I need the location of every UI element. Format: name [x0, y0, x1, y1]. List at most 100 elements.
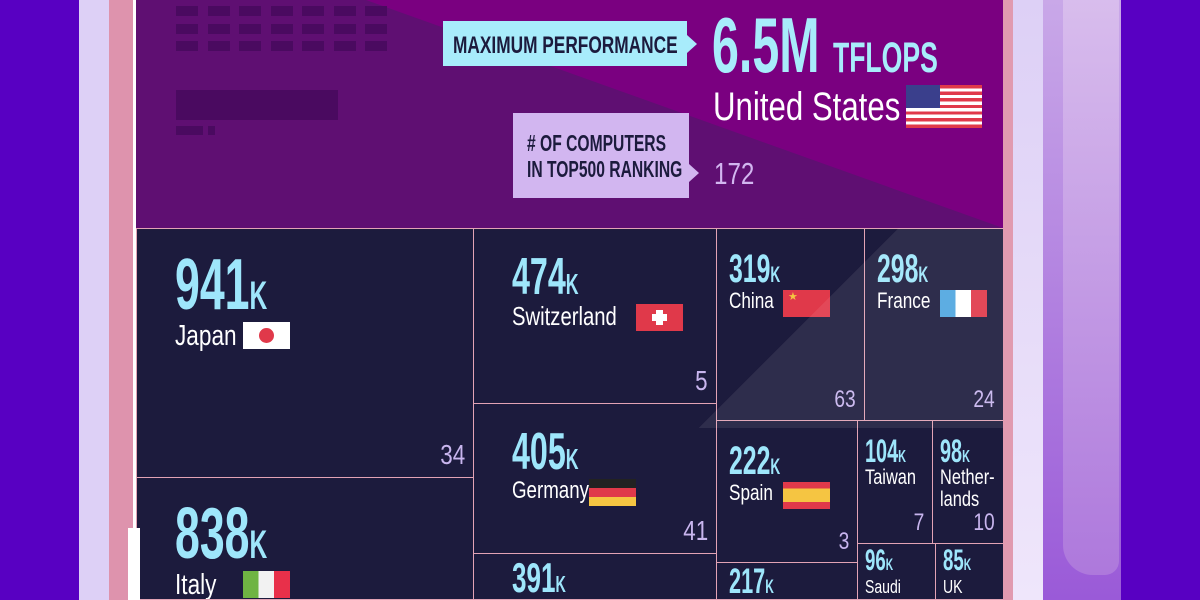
cell-value-number: 96: [865, 544, 886, 577]
flag-jp-icon: [243, 322, 290, 349]
cell-value-number: 391: [512, 554, 556, 600]
cell-country-name: Nether- lands: [940, 466, 995, 512]
ghost-block: [365, 6, 387, 16]
ghost-block: [302, 6, 324, 16]
cell-value-number: 298: [877, 247, 919, 291]
treemap: 941K Japan 34 838K Italy 474K Switzerland 5 405K…: [136, 228, 1003, 600]
cell-country-name: Italy: [175, 569, 217, 600]
label-pointer: [687, 35, 697, 53]
treemap-cell: 222K Spain 3: [716, 420, 858, 563]
cell-value-number: 405: [512, 423, 566, 481]
cell-value-unit: K: [918, 262, 929, 287]
cell-computer-count: 10: [973, 509, 995, 536]
cell-value-unit: K: [770, 454, 781, 479]
cell-country-name: Spain: [729, 480, 773, 505]
cell-value: 298K: [877, 249, 928, 289]
cell-computer-count: 34: [440, 439, 465, 470]
ghost-block: [333, 41, 356, 51]
ghost-block: [365, 23, 387, 34]
cell-value: 98K: [940, 435, 970, 467]
ghost-block: [333, 23, 356, 34]
cell-value-unit: K: [565, 269, 579, 301]
left-border-pink: [109, 0, 133, 600]
max-performance-text: MAXIMUM PERFORMANCE: [453, 32, 678, 59]
cell-computer-count: 7: [913, 509, 924, 536]
ghost-block: [270, 23, 293, 34]
cell-value: 104K: [865, 435, 906, 467]
cell-computer-count: 5: [695, 365, 708, 396]
ghost-block: [176, 23, 198, 34]
cell-value: 222K: [729, 441, 780, 481]
cell-value-number: 941: [175, 245, 250, 325]
flag-de-icon: [589, 479, 637, 506]
flag-fr-icon: [939, 290, 987, 317]
ghost-block: [333, 6, 356, 16]
cell-value: 391K: [512, 557, 566, 599]
ghost-block: [208, 126, 215, 135]
cell-computer-count: 41: [683, 515, 708, 546]
ghost-block: [207, 41, 230, 51]
treemap-cell: 98K Nether- lands 10: [932, 420, 1003, 544]
cell-value-number: 98: [940, 433, 963, 469]
treemap-cell: 217K: [716, 562, 858, 600]
cell-computer-count: 63: [834, 386, 856, 413]
ghost-block: [365, 41, 387, 51]
treemap-cell: 391K: [473, 553, 717, 600]
cell-country-name: Taiwan: [865, 466, 916, 489]
cell-value-number: 222: [729, 439, 771, 483]
cell-value-unit: K: [963, 556, 972, 574]
ghost-block: [270, 41, 293, 51]
white-accent-bar: [128, 528, 140, 600]
ghost-block: [239, 23, 261, 34]
cell-value: 405K: [512, 426, 579, 478]
cell-value-number: 838: [175, 494, 250, 574]
cell-value-unit: K: [898, 446, 906, 466]
computers-label-line-2: IN TOP500 RANKING: [527, 156, 683, 182]
computers-label-line-1: # OF COMPUTERS: [527, 130, 667, 156]
ghost-block: [176, 6, 198, 16]
cell-value: 941K: [175, 249, 267, 321]
ghost-block: [176, 126, 203, 135]
flag-es-icon: [783, 482, 830, 509]
ghost-block: [176, 41, 198, 51]
cell-value-unit: K: [249, 274, 268, 318]
flag-ch-icon: [636, 304, 684, 331]
ghost-block: [207, 6, 230, 16]
cell-computer-count: 3: [838, 528, 849, 555]
top-panel-united-states: MAXIMUM PERFORMANCE 6.5M TFLOPS United S…: [136, 0, 1003, 228]
cell-value-unit: K: [565, 444, 579, 476]
ghost-block: [302, 23, 324, 34]
flag-us-icon: [906, 85, 982, 128]
flag-it-icon: [243, 571, 290, 598]
us-value-number: 6.5M: [712, 1, 820, 89]
right-decoration: [1063, 0, 1119, 575]
treemap-cell: 96K Saudi: [857, 543, 936, 600]
cell-country-name: Japan: [175, 320, 237, 352]
cell-country-name: Germany: [512, 477, 589, 504]
ghost-block: [239, 41, 261, 51]
us-country-name: United States: [713, 85, 901, 129]
ghost-block: [270, 6, 293, 16]
treemap-cell: 104K Taiwan 7: [857, 420, 933, 544]
left-border-white: [133, 0, 136, 600]
cell-value-number: 217: [729, 562, 766, 600]
treemap-cell: 405K Germany 41: [473, 403, 717, 554]
cell-country-name: Saudi: [865, 577, 901, 597]
cell-value-number: 319: [729, 247, 771, 291]
cell-value: 319K: [729, 249, 780, 289]
cell-value-unit: K: [770, 262, 781, 287]
cell-value-number: 474: [512, 248, 566, 306]
right-border-lavender: [1013, 0, 1043, 600]
cell-computer-count: 24: [973, 386, 995, 413]
cell-value: 96K: [865, 546, 893, 576]
cell-value: 85K: [943, 546, 971, 576]
cell-value-unit: K: [555, 571, 566, 597]
label-pointer: [689, 164, 699, 182]
us-value-unit: TFLOPS: [832, 34, 938, 82]
ghost-block: [207, 23, 230, 34]
cell-value-unit: K: [249, 523, 268, 567]
cell-value-unit: K: [962, 446, 970, 466]
cell-value-unit: K: [885, 556, 894, 574]
treemap-cell: 474K Switzerland 5: [473, 228, 717, 404]
cell-value-number: 85: [943, 544, 964, 577]
